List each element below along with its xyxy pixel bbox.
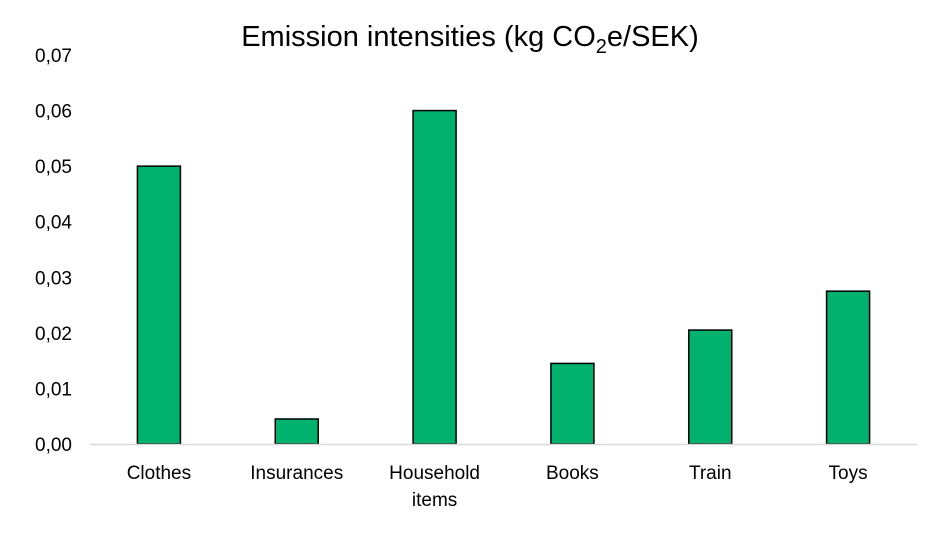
x-category-label: Train <box>689 463 732 484</box>
bar <box>550 362 595 445</box>
bar <box>825 290 871 445</box>
y-tick-label: 0,01 <box>35 379 72 400</box>
y-tick-label: 0,03 <box>35 268 72 289</box>
x-axis-labels: Clothes Insurances Household items Books Trai… <box>127 463 868 511</box>
x-category-label: Books <box>546 463 599 484</box>
y-tick-label: 0,00 <box>35 435 72 456</box>
bar <box>688 329 733 445</box>
y-tick-label: 0,05 <box>35 157 72 178</box>
y-tick-label: 0,07 <box>35 46 72 67</box>
bar <box>136 165 182 445</box>
chart-title-tail: e/SEK) <box>607 21 699 53</box>
y-axis-ticks: 0,00 0,01 0,02 0,03 0,04 0,05 0,06 0,07 <box>35 46 72 456</box>
x-category-label: Clothes <box>127 463 191 484</box>
bar <box>412 109 457 445</box>
bars-group <box>136 109 871 445</box>
chart-title: Emission intensities (kg CO2e/SEK) <box>241 21 699 58</box>
chart-title-main: Emission intensities (kg CO <box>241 21 596 53</box>
y-tick-label: 0,04 <box>35 213 72 234</box>
x-category-label: Household <box>389 463 480 484</box>
y-tick-label: 0,02 <box>35 324 72 345</box>
x-category-label: items <box>412 490 457 511</box>
bar <box>274 418 319 445</box>
x-category-label: Toys <box>829 463 868 484</box>
y-tick-label: 0,06 <box>35 102 72 123</box>
chart-title-subscript: 2 <box>596 36 607 58</box>
x-category-label: Insurances <box>250 463 343 484</box>
